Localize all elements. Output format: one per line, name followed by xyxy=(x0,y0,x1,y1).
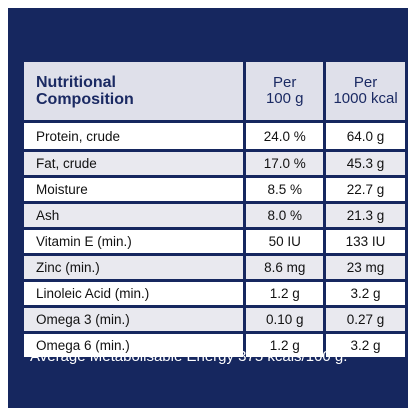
value-per-100g: 0.10 g xyxy=(246,308,324,331)
header-per-100g: Per 100 g xyxy=(246,62,324,120)
nutrient-name: Linoleic Acid (min.) xyxy=(24,282,244,305)
header-label-line1: Nutritional xyxy=(36,74,116,91)
value-per-100g: 1.2 g xyxy=(246,282,324,305)
value-per-100g: 50 IU xyxy=(246,230,324,253)
value-per-100g: 17.0 % xyxy=(246,152,324,175)
nutrient-name: Omega 3 (min.) xyxy=(24,308,244,331)
value-per-100g: 8.0 % xyxy=(246,204,324,227)
header-per-1000kcal-line1: Per xyxy=(353,74,378,91)
value-per-100g: 1.2 g xyxy=(246,334,324,357)
value-per-1000kcal: 45.3 g xyxy=(326,152,405,175)
nutrition-table: Nutritional Composition Per 100 g Per 10… xyxy=(21,59,408,360)
table-header-row: Nutritional Composition Per 100 g Per 10… xyxy=(24,62,405,120)
header-per-100g-line2: 100 g xyxy=(265,90,304,107)
table-row: Fat, crude 17.0 % 45.3 g xyxy=(24,152,405,175)
header-nutritional-composition: Nutritional Composition xyxy=(24,62,244,120)
nutrient-name: Moisture xyxy=(24,178,244,201)
table-row: Moisture 8.5 % 22.7 g xyxy=(24,178,405,201)
table-row: Protein, crude 24.0 % 64.0 g xyxy=(24,123,405,149)
nutrient-name: Protein, crude xyxy=(24,123,244,149)
value-per-1000kcal: 0.27 g xyxy=(326,308,405,331)
header-per-1000kcal: Per 1000 kcal xyxy=(326,62,405,120)
header-per-1000kcal-line2: 1000 kcal xyxy=(333,90,398,107)
nutrient-name: Zinc (min.) xyxy=(24,256,244,279)
metabolisable-energy-note: Average Metabolisable Energy 375 kcals/1… xyxy=(30,348,348,365)
table-row: Vitamin E (min.) 50 IU 133 IU xyxy=(24,230,405,253)
nutrient-name: Fat, crude xyxy=(24,152,244,175)
nutrient-name: Ash xyxy=(24,204,244,227)
table-row: Zinc (min.) 8.6 mg 23 mg xyxy=(24,256,405,279)
value-per-1000kcal: 3.2 g xyxy=(326,282,405,305)
value-per-1000kcal: 22.7 g xyxy=(326,178,405,201)
value-per-100g: 8.5 % xyxy=(246,178,324,201)
table-row: Omega 6 (min.) 1.2 g 3.2 g xyxy=(24,334,405,357)
value-per-1000kcal: 64.0 g xyxy=(326,123,405,149)
nutrition-panel: Nutritional Composition Per 100 g Per 10… xyxy=(8,8,408,408)
table-row: Omega 3 (min.) 0.10 g 0.27 g xyxy=(24,308,405,331)
value-per-1000kcal: 3.2 g xyxy=(326,334,405,357)
value-per-1000kcal: 133 IU xyxy=(326,230,405,253)
table-row: Ash 8.0 % 21.3 g xyxy=(24,204,405,227)
table-row: Linoleic Acid (min.) 1.2 g 3.2 g xyxy=(24,282,405,305)
value-per-1000kcal: 21.3 g xyxy=(326,204,405,227)
value-per-1000kcal: 23 mg xyxy=(326,256,405,279)
header-per-100g-line1: Per xyxy=(273,74,297,91)
value-per-100g: 8.6 mg xyxy=(246,256,324,279)
header-label-line2: Composition xyxy=(36,91,134,108)
value-per-100g: 24.0 % xyxy=(246,123,324,149)
nutrient-name: Vitamin E (min.) xyxy=(24,230,244,253)
nutrient-name: Omega 6 (min.) xyxy=(24,334,244,357)
